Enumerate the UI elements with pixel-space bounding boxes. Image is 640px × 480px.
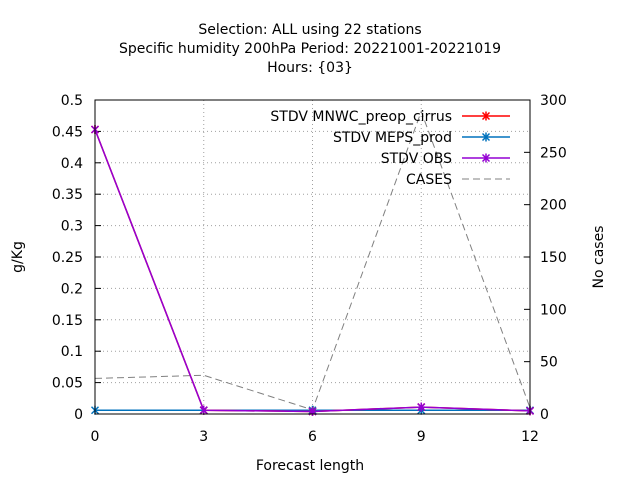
y2-tick-label: 300 bbox=[540, 93, 567, 109]
title-line-3: Hours: {03} bbox=[267, 60, 353, 76]
y2-tick-label: 150 bbox=[540, 250, 567, 266]
x-tick-label: 0 bbox=[91, 429, 100, 445]
legend-label-stdv-meps-prod: STDV MEPS_prod bbox=[333, 130, 452, 146]
y-tick-label: 0.25 bbox=[52, 250, 83, 266]
y-tick-label: 0.1 bbox=[61, 344, 83, 360]
title-line-2: Specific humidity 200hPa Period: 2022100… bbox=[119, 41, 501, 57]
x-tick-label: 12 bbox=[521, 429, 539, 445]
y2-tick-label: 0 bbox=[540, 407, 549, 423]
y2-axis-label: No cases bbox=[591, 226, 607, 289]
y-tick-label: 0.4 bbox=[61, 156, 83, 172]
y-tick-label: 0.45 bbox=[52, 124, 83, 140]
legend-label-stdv-obs: STDV OBS bbox=[381, 151, 452, 167]
plot-frame bbox=[94, 99, 531, 415]
x-axis-label: Forecast length bbox=[256, 458, 364, 474]
series-line-stdv-obs bbox=[94, 129, 531, 413]
data-point-stdv-obs bbox=[199, 405, 208, 415]
y2-tick-label: 200 bbox=[540, 198, 567, 214]
x-tick-label: 3 bbox=[199, 429, 208, 445]
y-tick-label: 0.5 bbox=[61, 93, 83, 109]
x-tick-label: 9 bbox=[417, 429, 426, 445]
ticks: 0 0.05 0.1 0.15 0.2 0.25 0.3 0.35 0.4 0.45 0.5 0 50 1… bbox=[52, 93, 567, 445]
chart-title: Selection: ALL using 22 stations Specifi… bbox=[119, 22, 501, 76]
y-axis-label: g/Kg bbox=[10, 241, 26, 273]
title-line-1: Selection: ALL using 22 stations bbox=[198, 22, 421, 38]
legend-label-cases: CASES bbox=[406, 172, 452, 188]
series-layer bbox=[90, 110, 535, 416]
legend: STDV MNWC_preop_cirrus STDV MEPS_prod STDV… bbox=[270, 109, 510, 188]
y2-tick-label: 100 bbox=[540, 302, 567, 318]
y-tick-label: 0.05 bbox=[52, 376, 83, 392]
y-tick-label: 0.2 bbox=[61, 281, 83, 297]
grid bbox=[95, 100, 530, 414]
y-tick-label: 0.15 bbox=[52, 313, 83, 329]
series-line-stdv-mnwc-preop-cirrus bbox=[94, 129, 531, 413]
y-tick-label: 0.3 bbox=[61, 219, 83, 235]
data-point-stdv-obs bbox=[417, 402, 426, 412]
y-tick-label: 0 bbox=[74, 407, 83, 423]
legend-label-stdv-mnwc-preop-cirrus: STDV MNWC_preop_cirrus bbox=[270, 109, 452, 125]
y-tick-label: 0.35 bbox=[52, 187, 83, 203]
y2-tick-label: 250 bbox=[540, 145, 567, 161]
y2-tick-label: 50 bbox=[540, 355, 558, 371]
x-tick-label: 6 bbox=[308, 429, 317, 445]
